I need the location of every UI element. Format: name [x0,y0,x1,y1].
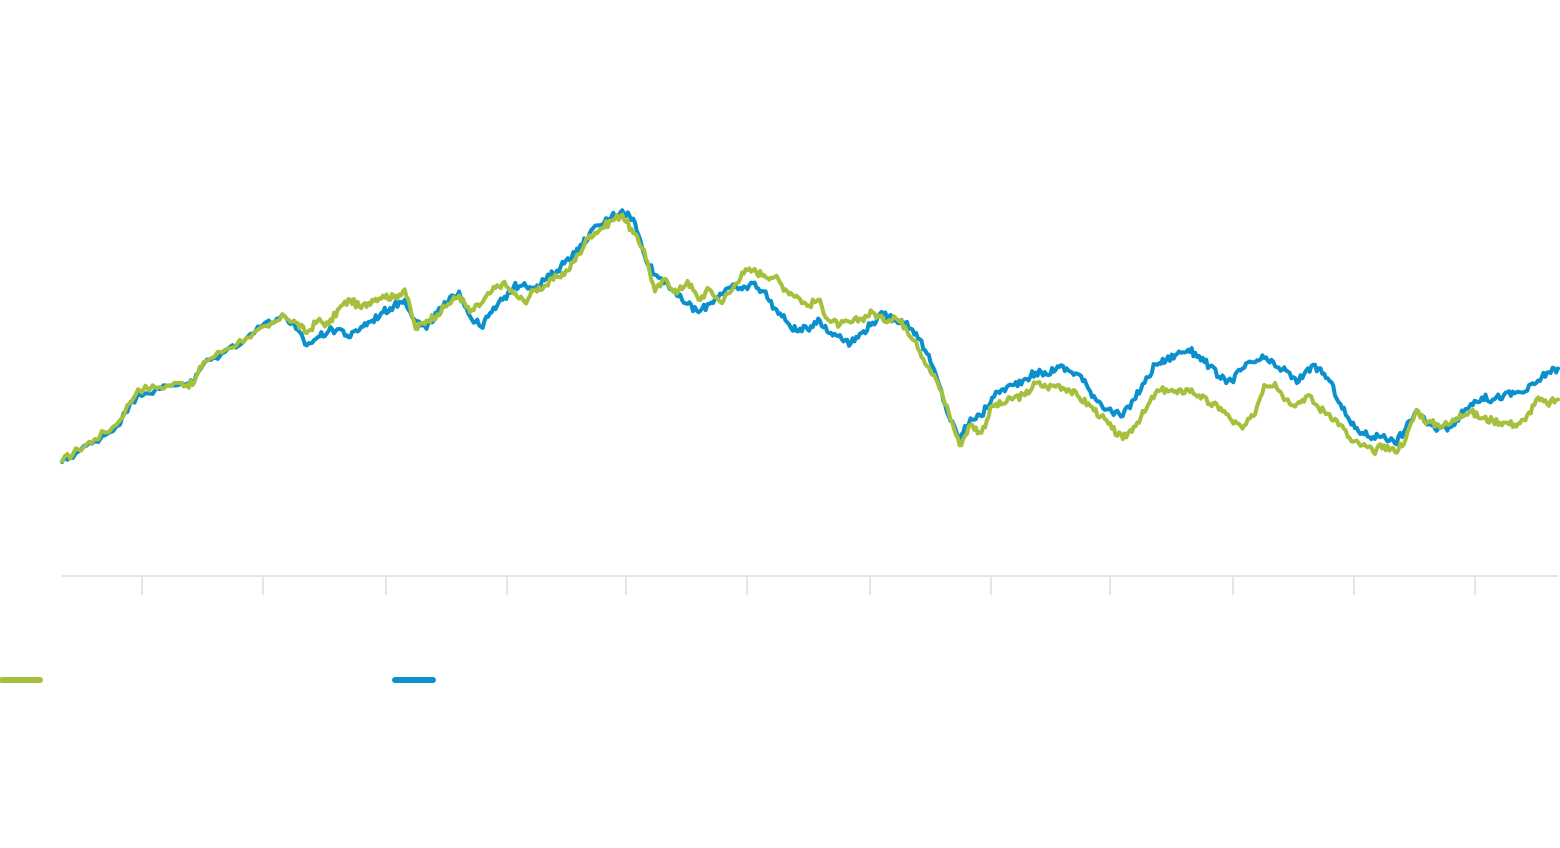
series-line-2 [60,208,1560,464]
series-group [60,208,1560,464]
x-axis [62,575,1558,595]
series-line-1 [60,212,1560,464]
